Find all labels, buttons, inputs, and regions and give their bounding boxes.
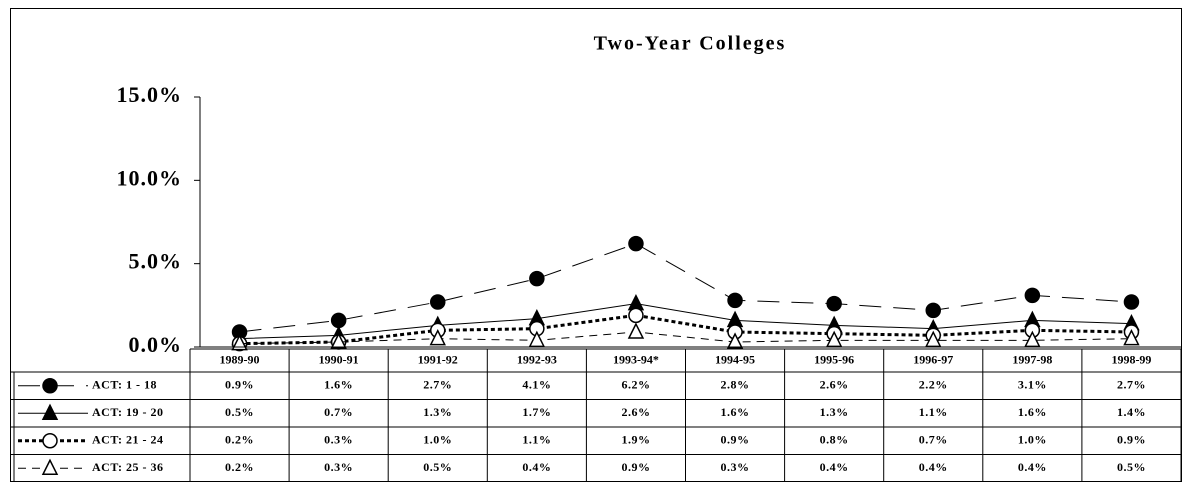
data-label: 0.2% (225, 433, 254, 447)
legend-label: ACT: 25 - 36 (92, 460, 163, 474)
data-label: 0.4% (919, 460, 948, 474)
marker (1024, 287, 1041, 304)
data-label: 2.8% (721, 378, 750, 392)
data-label: 2.2% (919, 378, 948, 392)
chart-title: Two-Year Colleges (594, 33, 787, 55)
marker (1024, 330, 1041, 348)
marker (429, 328, 446, 346)
data-label: 0.8% (820, 433, 849, 447)
series-line (239, 243, 1132, 333)
marker (528, 330, 546, 348)
marker (41, 458, 59, 475)
marker (330, 332, 347, 349)
marker (42, 378, 58, 394)
data-label: 2.7% (1117, 378, 1146, 392)
marker (627, 293, 645, 311)
series-line (239, 331, 1132, 345)
data-label: 1.7% (522, 405, 551, 419)
data-label: 0.4% (1018, 460, 1047, 474)
data-label: 2.7% (423, 378, 452, 392)
data-label: 4.1% (522, 378, 551, 392)
data-label: 0.9% (721, 433, 750, 447)
x-tick-label: 1993-94* (613, 352, 659, 366)
legend-label: ACT: 19 - 20 (92, 405, 163, 419)
legend-label: ACT: 1 - 18 (92, 378, 157, 392)
data-label: 6.2% (621, 378, 650, 392)
marker (627, 322, 645, 339)
data-label: 3.1% (1018, 378, 1047, 392)
marker (1123, 328, 1140, 346)
marker (529, 270, 545, 287)
data-label: 1.6% (1018, 405, 1047, 419)
x-tick-label: 1991-92 (418, 352, 458, 366)
data-label: 1.1% (919, 405, 948, 419)
x-tick-label: 1990-91 (319, 352, 359, 366)
x-tick-label: 1998-99 (1111, 352, 1151, 366)
marker (628, 307, 644, 324)
marker (231, 333, 248, 351)
data-label: 0.9% (1117, 433, 1146, 447)
data-label: 0.2% (225, 460, 254, 474)
data-label: 0.5% (225, 405, 254, 419)
data-label: 1.0% (1018, 433, 1047, 447)
marker (925, 302, 941, 319)
data-label: 2.6% (621, 405, 650, 419)
data-label: 1.3% (423, 405, 452, 419)
y-tick-label: 0.0% (129, 332, 183, 357)
series-line (239, 303, 1132, 340)
marker (726, 332, 744, 349)
data-label: 1.6% (324, 378, 353, 392)
data-label: 1.6% (721, 405, 750, 419)
data-label: 0.4% (522, 460, 551, 474)
chart-frame (10, 8, 1182, 482)
marker (925, 330, 942, 348)
marker (330, 312, 347, 329)
marker (825, 330, 843, 348)
y-tick-label: 15.0% (117, 82, 183, 107)
data-label: 0.9% (621, 460, 650, 474)
data-label: 0.4% (820, 460, 849, 474)
data-label: 0.3% (324, 460, 353, 474)
data-label: 0.7% (324, 405, 353, 419)
x-tick-label: 1994-95 (715, 352, 755, 366)
x-tick-label: 1995-96 (814, 352, 854, 366)
x-tick-label: 1992-93 (517, 352, 557, 366)
data-label: 0.5% (423, 460, 452, 474)
x-tick-label: 1997-98 (1012, 352, 1052, 366)
data-label: 1.4% (1117, 405, 1146, 419)
marker (727, 292, 743, 309)
data-label: 1.0% (423, 433, 452, 447)
marker (41, 403, 59, 420)
y-tick-label: 10.0% (117, 165, 183, 190)
data-label: 2.6% (820, 378, 849, 392)
data-label: 1.3% (820, 405, 849, 419)
x-tick-label: 1996-97 (913, 352, 953, 366)
data-label: 0.3% (721, 460, 750, 474)
series-line (239, 313, 1132, 346)
marker (1123, 294, 1140, 310)
data-label: 0.5% (1117, 460, 1146, 474)
marker (826, 295, 842, 312)
data-label: 0.7% (919, 433, 948, 447)
y-tick-label: 5.0% (129, 249, 183, 274)
x-tick-label: 1989-90 (220, 352, 260, 366)
legend-label: ACT: 21 - 24 (92, 433, 163, 447)
data-label: 0.3% (324, 433, 353, 447)
marker (628, 235, 644, 252)
data-label: 0.9% (225, 378, 254, 392)
data-label: 1.9% (621, 433, 650, 447)
data-label: 1.1% (522, 433, 551, 447)
marker (42, 433, 58, 449)
marker (430, 294, 446, 310)
